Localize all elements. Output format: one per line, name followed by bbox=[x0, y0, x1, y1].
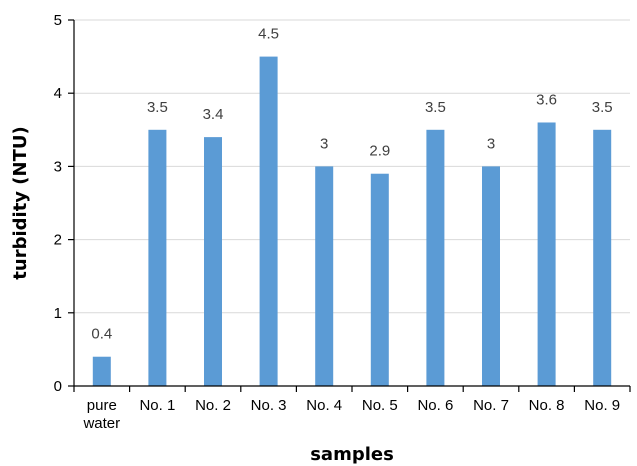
x-tick-label: No. 7 bbox=[473, 397, 509, 414]
bar bbox=[315, 166, 334, 386]
bar bbox=[259, 56, 278, 386]
bars bbox=[92, 56, 612, 387]
bar bbox=[370, 173, 389, 386]
x-tick-label: No. 9 bbox=[584, 397, 620, 414]
bar bbox=[148, 129, 167, 387]
x-tick-label: No. 5 bbox=[362, 397, 398, 414]
y-tick-label: 4 bbox=[54, 85, 62, 102]
data-label: 0.4 bbox=[91, 326, 112, 343]
y-tick-label: 0 bbox=[54, 378, 62, 395]
data-label: 4.5 bbox=[258, 26, 279, 43]
y-tick-labels: 0 1 2 3 4 5 bbox=[54, 12, 74, 395]
bar bbox=[593, 129, 612, 387]
x-tick-labels: pure water No. 1 No. 2 No. 3 No. 4 No. 5 No. 6 N… bbox=[73, 386, 631, 432]
data-label: 3 bbox=[487, 135, 495, 152]
data-label: 3.4 bbox=[203, 106, 224, 123]
x-tick-label: No. 2 bbox=[195, 397, 231, 414]
bar bbox=[482, 166, 500, 386]
data-labels: 0.4 3.5 3.4 4.5 3 2.9 3.5 3 3.6 3.5 bbox=[91, 26, 612, 343]
data-label: 3.6 bbox=[536, 91, 557, 108]
x-axis-title: samples bbox=[310, 444, 394, 465]
x-tick-label: No. 8 bbox=[529, 397, 565, 414]
bar bbox=[92, 356, 111, 386]
gridlines bbox=[74, 19, 630, 314]
bar bbox=[426, 129, 445, 387]
y-tick-label: 5 bbox=[54, 12, 62, 29]
bar bbox=[204, 137, 222, 386]
y-tick-label: 3 bbox=[54, 158, 62, 175]
y-tick-label: 1 bbox=[54, 305, 62, 322]
x-tick-label: No. 6 bbox=[417, 397, 453, 414]
data-label: 3.5 bbox=[425, 99, 446, 116]
x-tick-label: No. 3 bbox=[251, 397, 287, 414]
y-tick-label: 2 bbox=[54, 232, 62, 249]
data-label: 2.9 bbox=[369, 143, 390, 160]
y-axis-title: turbidity (NTU) bbox=[10, 126, 31, 279]
data-label: 3.5 bbox=[592, 99, 613, 116]
bar bbox=[537, 122, 556, 386]
data-label: 3.5 bbox=[147, 99, 168, 116]
x-tick-label: No. 1 bbox=[139, 397, 175, 414]
x-tick-label: No. 4 bbox=[306, 397, 342, 414]
data-label: 3 bbox=[320, 135, 328, 152]
x-tick-label: pure water bbox=[82, 397, 120, 432]
